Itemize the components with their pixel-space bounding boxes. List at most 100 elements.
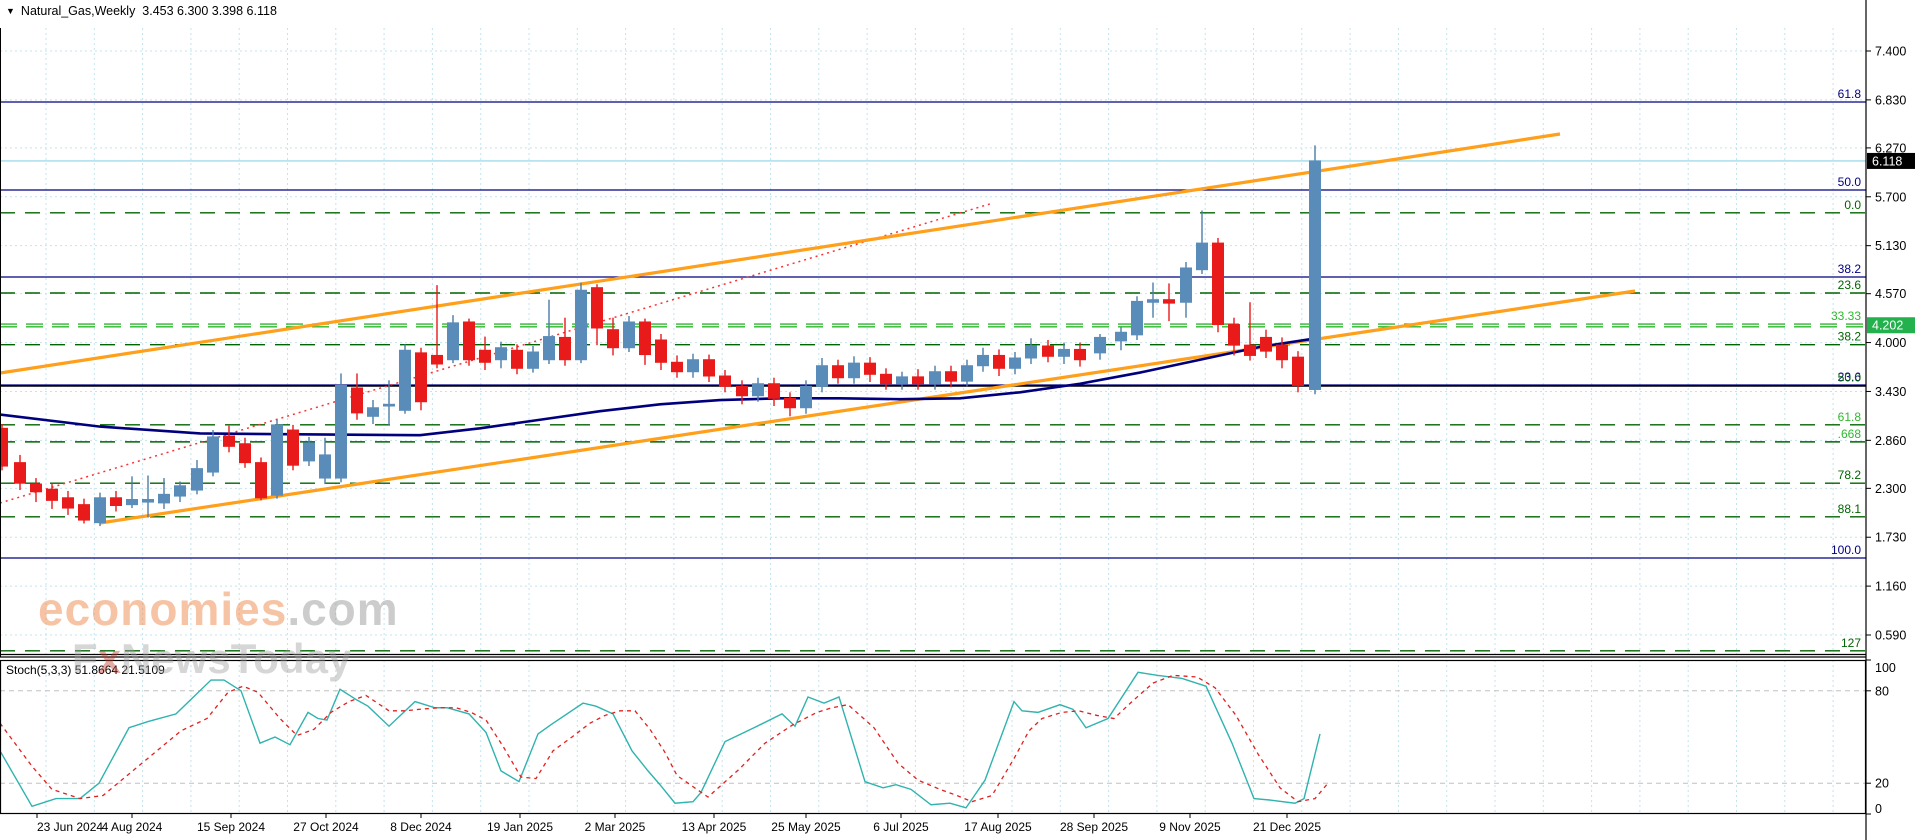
candlestick-series[interactable] [0, 145, 1321, 527]
chart-title-bar: ▼ Natural_Gas,Weekly 3.453 6.300 3.398 6.… [6, 4, 277, 18]
candle-bullish [447, 322, 459, 361]
date-axis-label: 27 Oct 2024 [293, 820, 359, 834]
candle-bullish [961, 365, 973, 382]
candle-bullish [303, 442, 315, 462]
candle-bearish [415, 352, 427, 403]
date-axis-label: 17 Aug 2025 [964, 820, 1032, 834]
candle-bearish [1260, 336, 1272, 352]
candle-bearish [479, 349, 491, 363]
candle-bullish [1147, 299, 1159, 303]
candle-bearish [607, 329, 619, 349]
fib-labels: 61.8 50.0 38.2 23.6 100.0 0.0 23.6 38.2 50.0 61.8… [1831, 87, 1861, 650]
alert-line-label: 33.33 [1831, 309, 1861, 323]
candle-bearish [14, 462, 26, 484]
candle-bullish [800, 385, 812, 409]
price-axis-label: 1.160 [1875, 580, 1906, 594]
candle-bearish [1244, 344, 1256, 356]
candle-bearish [864, 362, 876, 375]
moving-average-line[interactable] [0, 336, 1317, 437]
candle-bearish [431, 354, 443, 365]
fib-label-green: .668 [1838, 427, 1862, 441]
candle-bearish [591, 287, 603, 329]
trendline-channel-lower[interactable] [99, 289, 1636, 525]
candle-bearish [1228, 324, 1240, 346]
date-axis-label: 21 Dec 2025 [1253, 820, 1321, 834]
candle-bullish [383, 403, 395, 407]
price-axis-label: 5.130 [1875, 239, 1906, 253]
candle-bullish [1180, 267, 1192, 303]
candle-bullish [399, 349, 411, 411]
candle-bearish [655, 339, 667, 363]
date-axis-label: 25 May 2025 [771, 820, 841, 834]
candle-bullish [1094, 336, 1106, 354]
candle-bullish [335, 384, 347, 479]
ohlc-readout: 3.453 6.300 3.398 6.118 [142, 4, 277, 18]
stoch-axis-label: 80 [1875, 684, 1889, 698]
date-axis-label: 8 Dec 2024 [390, 820, 452, 834]
stoch-axis-label: 20 [1875, 777, 1889, 791]
candle-bullish [977, 354, 989, 367]
price-axis-label: 0.590 [1875, 628, 1906, 642]
candle-bearish [463, 321, 475, 361]
stochastic-axis[interactable]: 100 80 20 0 [1866, 659, 1896, 816]
candle-bullish [174, 485, 186, 497]
price-tag-text: 6.118 [1872, 154, 1902, 168]
alert-line-33-33[interactable] [0, 323, 1866, 328]
stochastic-d-line [0, 674, 1329, 803]
candle-bearish [110, 497, 122, 507]
candle-bullish [367, 407, 379, 417]
date-axis-label: 2 Mar 2025 [585, 820, 646, 834]
symbol-title: Natural_Gas,Weekly [20, 4, 136, 18]
date-axis-label: 23 Jun 2024 [37, 820, 103, 834]
price-axis[interactable]: 7.400 6.830 6.270 5.700 5.130 4.570 4.000 3.430… [1866, 45, 1906, 643]
date-axis-label: 9 Nov 2025 [1159, 820, 1221, 834]
candle-bearish [1074, 348, 1086, 361]
candle-bearish [768, 383, 780, 399]
price-axis-label: 3.430 [1875, 385, 1906, 399]
fib-label-green: 78.2 [1838, 468, 1862, 482]
candle-bullish [1196, 242, 1208, 271]
trendline-channel-upper[interactable] [0, 132, 1561, 375]
candle-bullish [848, 362, 860, 379]
fib-label-green: 88.1 [1838, 502, 1862, 516]
fib-label-green: 61.8 [1838, 410, 1862, 424]
fib-label-green: 23.6 [1838, 278, 1862, 292]
candle-bullish [319, 454, 331, 479]
price-axis-label: 4.570 [1875, 287, 1906, 301]
trendline-red-dotted[interactable] [0, 202, 994, 504]
price-axis-label: 6.830 [1875, 93, 1906, 107]
date-axis-label: 15 Sep 2024 [197, 820, 265, 834]
candle-bullish [1309, 160, 1321, 390]
fib-label-navy: 61.8 [1838, 87, 1862, 101]
symbol-dropdown-icon[interactable]: ▼ [6, 6, 15, 16]
price-tag-green [1867, 317, 1915, 334]
candle-bullish [94, 497, 106, 524]
fib-label-green: 127 [1841, 636, 1861, 650]
candle-bullish [495, 347, 507, 361]
candle-bullish [1058, 348, 1070, 357]
candle-bearish [1042, 345, 1054, 357]
fib-label-navy: 23.6 [1838, 370, 1862, 384]
candle-bearish [703, 359, 715, 377]
candle-bearish [351, 387, 363, 414]
panel-borders [0, 0, 1867, 840]
price-axis-label: 2.300 [1875, 482, 1906, 496]
stochastic-indicator-label: Stoch(5,3,3) 51.8664 21.5109 [6, 663, 165, 677]
price-axis-label: 7.400 [1875, 45, 1906, 59]
fib-retracement-navy-lines[interactable] [0, 101, 1866, 559]
candle-bullish [142, 498, 154, 503]
price-tags: 6.118 4.202 [1867, 152, 1915, 334]
date-axis-label: 4 Aug 2024 [102, 820, 163, 834]
candle-bearish [78, 504, 90, 521]
candle-bearish [30, 483, 42, 493]
candle-bullish [1115, 331, 1127, 342]
candle-bullish [271, 424, 283, 496]
candle-bullish [687, 359, 699, 373]
candle-bullish [207, 436, 219, 473]
candle-bullish [543, 336, 555, 361]
candle-bullish [896, 376, 908, 385]
price-tag-text: 4.202 [1872, 319, 1903, 333]
